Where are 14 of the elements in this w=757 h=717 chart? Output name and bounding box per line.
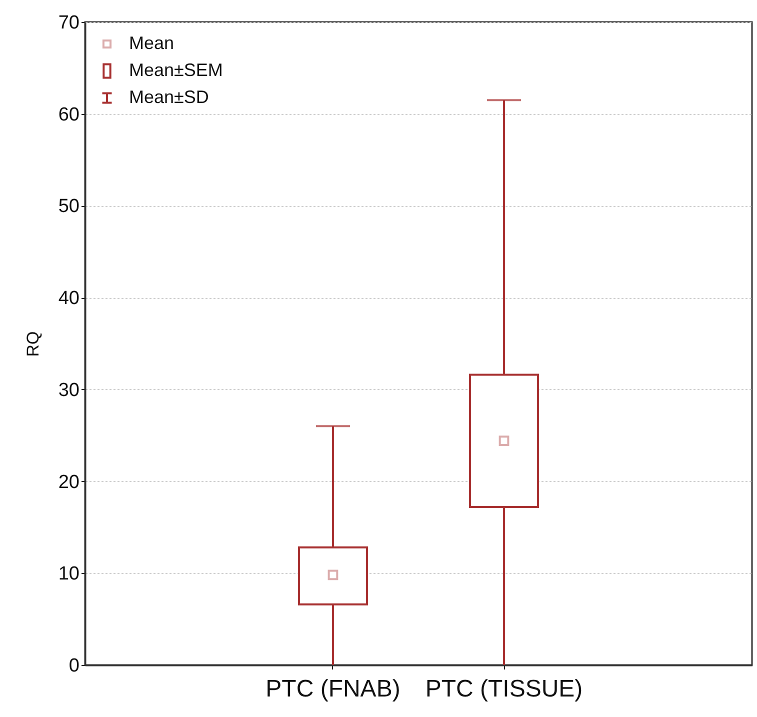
y-tick-label: 0: [68, 656, 80, 676]
x-tick-label: PTC (TISSUE): [425, 676, 583, 702]
y-tick-label: 70: [58, 12, 80, 34]
y-tick-label: 10: [58, 564, 80, 585]
y-tick-label: 60: [58, 104, 80, 126]
y-tick-label: 30: [58, 380, 80, 401]
y-axis-title: RQ: [23, 331, 42, 357]
text: Mean: [129, 33, 174, 53]
text: Mean±SD: [129, 87, 209, 107]
text: Mean±SEM: [129, 60, 223, 80]
x-tick-label: PTC (FNAB): [266, 676, 400, 702]
y-tick-label: 50: [58, 196, 80, 218]
y-tick-label: 20: [58, 472, 80, 493]
y-tick-label: 40: [58, 288, 80, 310]
